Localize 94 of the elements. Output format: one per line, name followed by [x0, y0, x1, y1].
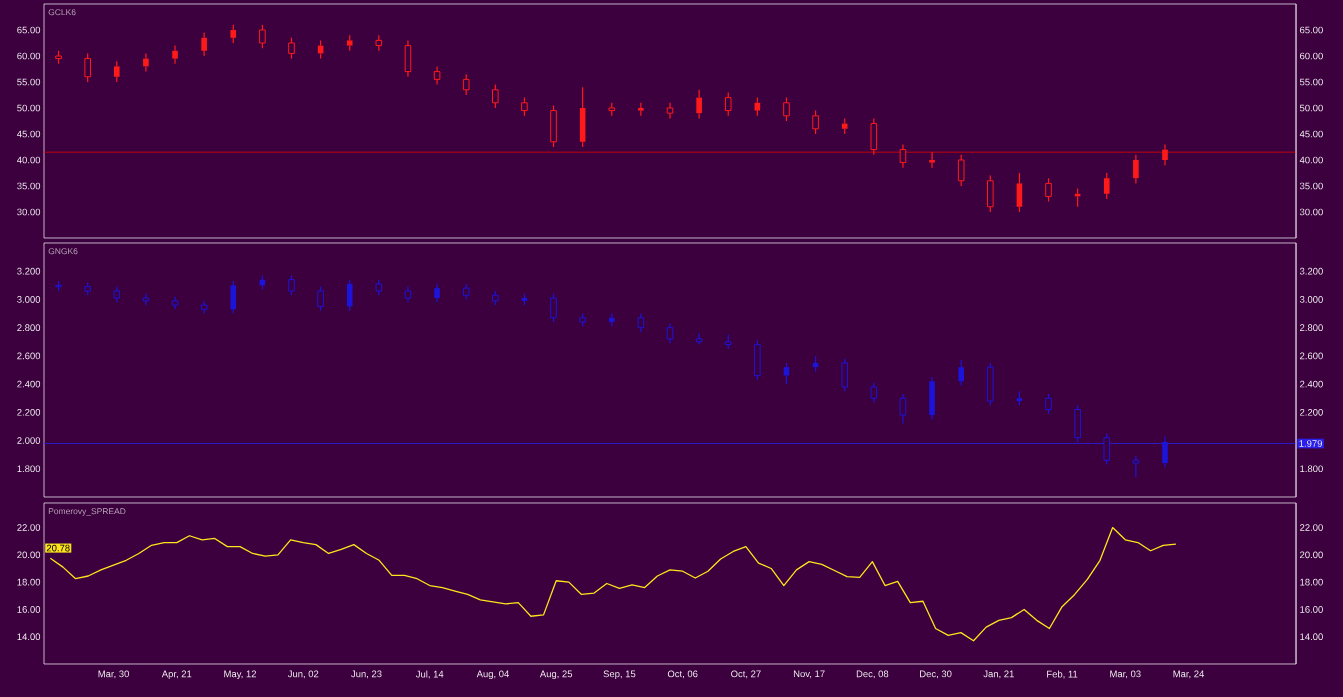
y2-tick-label: 2.800 [1300, 324, 1323, 332]
y2-tick-label: 14.00 [1300, 633, 1323, 641]
x-tick-label: Aug, 04 [476, 670, 509, 680]
x-tick-label: Dec, 30 [920, 670, 952, 679]
x-tick-label: Sep, 15 [603, 670, 636, 680]
y-tick-label: 18.00 [17, 578, 41, 586]
y2-tick-label: 55.00 [1299, 78, 1323, 86]
candlestick [929, 376, 935, 420]
x-tick-label: Aug, 25 [539, 670, 573, 680]
x-tick-label: May, 12 [224, 670, 257, 680]
y2-tick-label: 40.00 [1299, 156, 1323, 164]
candlestick [638, 102, 644, 117]
x-tick-label: Mar, 30 [98, 670, 129, 679]
candlestick [434, 283, 440, 303]
x-tick-label: Mar, 03 [1110, 670, 1141, 679]
candlestick [1162, 143, 1168, 166]
y-tick-label: 30.00 [17, 208, 41, 216]
candlestick [579, 86, 586, 148]
y2-tick-label: 3.200 [1299, 267, 1323, 275]
y-tick-label: 16.00 [17, 606, 41, 613]
candlestick [637, 312, 645, 333]
y2-tick-label: 1.800 [1300, 465, 1323, 473]
candlestick [666, 102, 674, 119]
y-tick-label: 22.00 [17, 524, 41, 531]
candlestick [1133, 154, 1139, 184]
candlestick [1132, 455, 1140, 478]
candlestick [346, 279, 353, 312]
candlestick [929, 151, 935, 169]
chart-title: GNGK6 [48, 248, 78, 255]
candlestick [841, 117, 848, 135]
x-tick-label: Nov, 17 [793, 670, 825, 679]
x-tick-label: Jul, 14 [415, 670, 444, 679]
y2-tick-label: 2.200 [1300, 408, 1323, 416]
y-tick-label: 14.00 [17, 633, 41, 641]
candlestick [143, 52, 149, 73]
y-tick-label: 35.00 [17, 182, 41, 190]
candlestick [171, 296, 179, 310]
y-tick-label: 55.00 [17, 78, 41, 86]
candlestick [201, 31, 207, 57]
x-tick-label: Feb, 11 [1047, 670, 1078, 679]
y-tick-label: 2.000 [17, 437, 41, 444]
text: Pomerovy_SPREAD [48, 508, 126, 516]
candlestick [404, 39, 412, 78]
ref-line-label: 1.979 [1299, 440, 1322, 447]
x-tick-label: Mar, 24 [1173, 670, 1205, 679]
line-series [49, 526, 1177, 642]
y2-tick-label: 60.00 [1300, 52, 1323, 60]
y-tick-label: 60.00 [17, 52, 41, 60]
candlestick [696, 89, 702, 119]
y2-tick-label: 35.00 [1299, 182, 1323, 190]
y2-tick-label: 50.00 [1299, 104, 1323, 112]
x-tick-label: Jun, 23 [351, 670, 382, 679]
candlestick [899, 143, 907, 169]
y2-tick-label: 22.00 [1300, 524, 1323, 531]
candlestick [958, 359, 964, 387]
y2-tick-label: 16.00 [1300, 606, 1323, 613]
candlestick [899, 393, 907, 425]
candlestick [666, 322, 674, 344]
candlestick [142, 293, 150, 306]
y-tick-label: 2.600 [17, 352, 41, 360]
y-tick-label: 45.00 [17, 130, 41, 138]
y2-tick-label: 20.00 [1300, 551, 1323, 559]
y2-tick-label: 45.00 [1299, 130, 1323, 138]
y-tick-label: 3.200 [17, 267, 41, 275]
y2-tick-label: 65.00 [1300, 26, 1323, 34]
x-tick-label: Dec, 08 [856, 670, 889, 679]
x-tick-label: Apr, 21 [161, 670, 192, 680]
y-tick-label: 2.400 [17, 380, 41, 388]
candlestick [404, 286, 412, 303]
y-tick-label: 50.00 [17, 104, 41, 112]
y-tick-label: 3.000 [17, 296, 41, 303]
candlestick [1162, 435, 1168, 468]
x-tick-label: Oct, 06 [667, 670, 698, 679]
y-tick-label: 1.800 [17, 465, 41, 473]
x-tick-label: Jan, 21 [983, 670, 1014, 679]
y2-tick-label: 3.000 [1299, 296, 1323, 303]
candlestick [200, 300, 208, 315]
y2-tick-label: 2.400 [1300, 380, 1323, 388]
y-tick-label: 2.200 [17, 408, 41, 416]
candlestick [695, 332, 703, 346]
chart-title: GCLK6 [48, 9, 76, 16]
x-tick-label: Oct, 27 [731, 670, 761, 679]
y2-tick-label: 30.00 [1299, 208, 1323, 216]
y2-tick-label: 2.600 [1300, 352, 1323, 360]
candlestick [172, 44, 178, 65]
x-tick-label: Jun, 02 [287, 670, 319, 679]
y-tick-label: 2.800 [17, 324, 41, 332]
candlestick [230, 280, 237, 315]
y-tick-label: 65.00 [17, 26, 41, 34]
y2-tick-label: 18.00 [1300, 578, 1323, 586]
annotation: 20.78 [46, 544, 70, 552]
candlestick [433, 65, 441, 86]
y-tick-label: 40.00 [17, 156, 41, 164]
y-tick-label: 20.00 [17, 551, 41, 559]
